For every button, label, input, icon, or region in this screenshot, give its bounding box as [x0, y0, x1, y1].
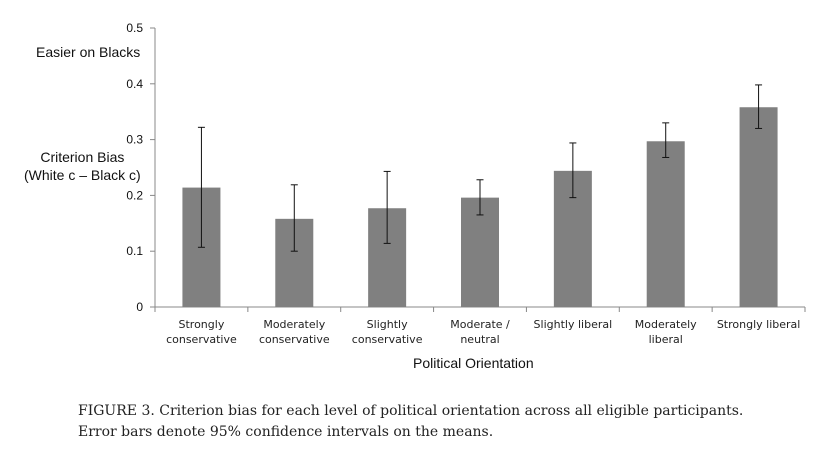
y-annotation-top: Easier on Blacks — [36, 44, 141, 60]
x-tick-label: Slightly liberal — [534, 318, 613, 331]
x-tick-label: conservative — [352, 333, 423, 346]
x-tick-label: Slightly — [367, 318, 408, 331]
x-tick-label: liberal — [649, 333, 683, 346]
x-tick-label: Moderately — [263, 318, 325, 331]
y-tick-label: 0.4 — [126, 77, 143, 91]
x-tick-label: conservative — [259, 333, 330, 346]
caption-line-2: Error bars denote 95% confidence interva… — [78, 424, 494, 440]
y-axis-label-line1: Criterion Bias — [40, 149, 125, 165]
x-tick-label: Strongly — [179, 318, 225, 331]
figure-caption: FIGURE 3. Criterion bias for each level … — [78, 401, 743, 443]
y-tick-label: 0.5 — [126, 21, 143, 35]
x-tick-label: Strongly liberal — [717, 318, 801, 331]
y-tick-label: 0.2 — [126, 188, 143, 202]
bar — [461, 197, 499, 307]
x-tick-label: neutral — [460, 333, 499, 346]
y-axis-label-line2: (White c – Black c) — [24, 167, 141, 183]
y-tick-label: 0 — [136, 300, 143, 314]
x-axis-label: Political Orientation — [413, 355, 534, 371]
x-tick-label: Moderately — [635, 318, 697, 331]
caption-line-1: FIGURE 3. Criterion bias for each level … — [78, 403, 744, 419]
bar — [646, 141, 685, 307]
x-tick-label: conservative — [166, 333, 237, 346]
y-tick-label: 0.1 — [126, 244, 143, 258]
y-tick-label: 0.3 — [126, 133, 143, 147]
bar — [739, 107, 778, 308]
y-axis-label: Criterion Bias (White c – Black c) — [24, 148, 141, 184]
x-tick-label: Moderate / — [450, 318, 510, 331]
